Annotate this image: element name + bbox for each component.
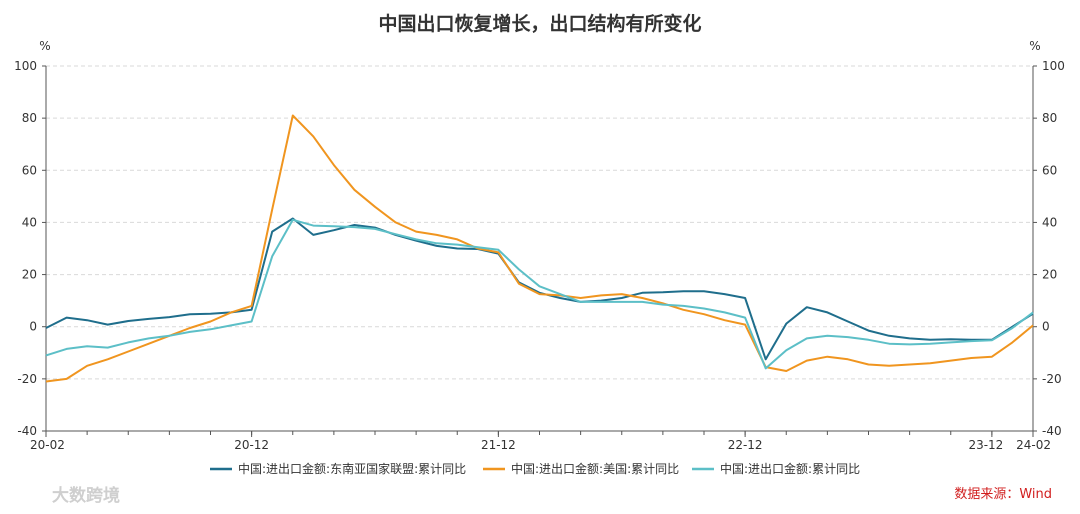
y-tick-label-right-1: -20 — [1042, 372, 1062, 386]
axes: -40 -40 -20 -20 0 0 20 20 40 40 60 60 80 80 100 100 20-0… — [14, 59, 1065, 452]
series-line-1 — [45, 114, 1034, 383]
y-tick-label-left-2: 0 — [29, 320, 37, 334]
series-lines — [45, 114, 1034, 383]
y-tick-label-left-0: -40 — [17, 424, 37, 438]
series-line-0 — [45, 217, 1034, 361]
y-tick-label-right-6: 80 — [1042, 111, 1057, 125]
y-tick-label-right-2: 0 — [1042, 320, 1050, 334]
legend-label-1: 中国:进出口金额:美国:累计同比 — [511, 461, 679, 476]
y-tick-label-left-5: 60 — [22, 163, 37, 177]
y-tick-label-left-7: 100 — [14, 59, 37, 73]
y-tick-label-right-5: 60 — [1042, 163, 1057, 177]
right-unit-label: % — [1029, 39, 1040, 53]
y-tick-label-left-6: 80 — [22, 111, 37, 125]
legend: 中国:进出口金额:东南亚国家联盟:累计同比 中国:进出口金额:美国:累计同比 中国:… — [210, 461, 860, 476]
chart-title: 中国出口恢复增长，出口结构有所变化 — [378, 12, 701, 35]
y-tick-label-right-7: 100 — [1042, 59, 1065, 73]
y-tick-label-left-4: 40 — [22, 215, 37, 229]
x-tick-label-0: 20-02 — [30, 438, 65, 452]
y-tick-label-left-1: -20 — [17, 372, 37, 386]
x-tick-label-2: 21-12 — [481, 438, 516, 452]
y-tick-label-right-4: 40 — [1042, 215, 1057, 229]
watermark-logo: 大数跨境 — [52, 485, 120, 506]
x-tick-label-3: 22-12 — [728, 438, 763, 452]
grid — [46, 65, 1033, 380]
y-tick-label-right-0: -40 — [1042, 424, 1062, 438]
left-unit-label: % — [39, 39, 50, 53]
source-note: 数据来源：Wind — [954, 487, 1052, 502]
y-tick-label-left-3: 20 — [22, 268, 37, 282]
series-line-2 — [45, 218, 1034, 370]
x-tick-label-5: 24-02 — [1016, 438, 1051, 452]
legend-label-2: 中国:进出口金额:累计同比 — [720, 461, 860, 476]
x-tick-label-4: 23-12 — [968, 438, 1003, 452]
legend-label-0: 中国:进出口金额:东南亚国家联盟:累计同比 — [238, 461, 466, 476]
x-tick-label-1: 20-12 — [234, 438, 269, 452]
y-tick-label-right-3: 20 — [1042, 268, 1057, 282]
